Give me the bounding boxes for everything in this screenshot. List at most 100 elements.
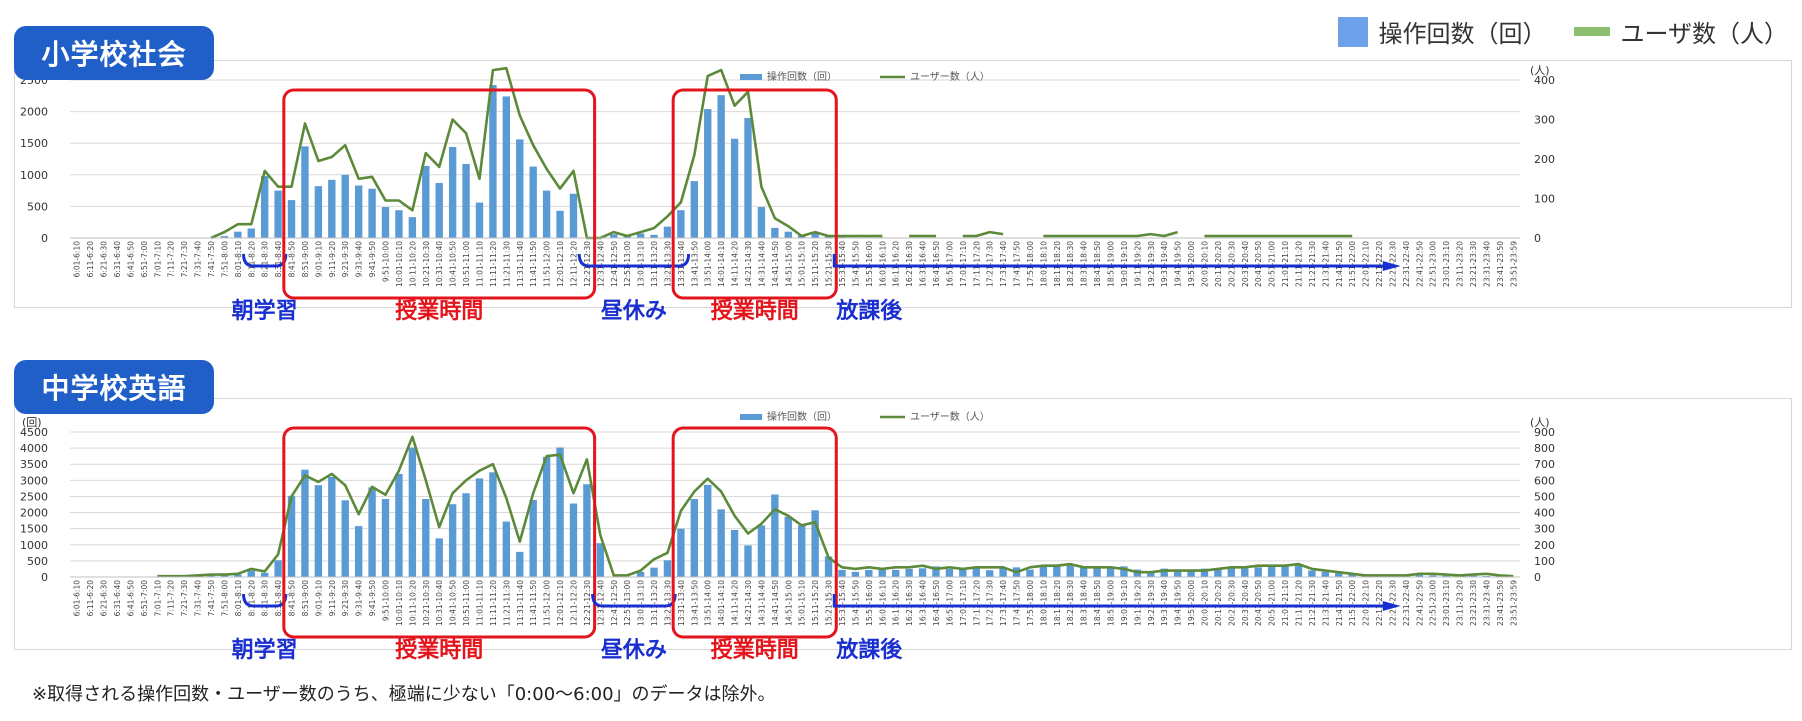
x-tick-label-elementary: 6:41-6:50 [126,241,135,278]
y-left-tick-elementary: 1500 [20,137,48,150]
bar-junior-high [1469,575,1477,577]
x-tick-label-junior-high: 19:21-19:30 [1147,580,1156,626]
bar-junior-high [1267,566,1276,577]
x-tick-label-junior-high: 12:21-12:30 [583,580,592,626]
x-tick-label-junior-high: 12:41-12:50 [610,580,619,626]
x-tick-label-junior-high: 15:21-15:30 [825,580,834,626]
bar-junior-high [448,504,457,577]
x-tick-label-elementary: 16:31-16:40 [919,241,928,287]
bar-junior-high [1079,566,1088,577]
bar-elementary [220,236,229,238]
segment-label-junior-high: 授業時間 [395,638,483,663]
inner-legend-swatch-ops-elementary [740,74,762,80]
x-tick-label-elementary: 15:51-16:00 [865,241,874,287]
x-tick-label-elementary: 20:01-20:10 [1200,241,1209,287]
bar-elementary [556,210,564,238]
x-tick-label-elementary: 23:11-23:20 [1456,241,1465,287]
bar-elementary [784,231,792,238]
x-tick-label-junior-high: 19:51-20:00 [1187,580,1196,626]
x-tick-label-elementary: 21:51-22:00 [1348,241,1357,287]
x-tick-label-elementary: 17:01-17:10 [959,241,968,287]
x-tick-label-junior-high: 11:01-11:10 [475,580,484,626]
x-tick-label-junior-high: 6:11-6:20 [86,580,95,617]
bar-elementary [771,227,779,238]
bar-junior-high [287,495,296,577]
x-tick-label-junior-high: 10:21-10:30 [422,580,431,626]
bar-junior-high [865,569,873,577]
bar-junior-high [556,447,564,577]
bar-junior-high [650,567,658,577]
x-tick-label-elementary: 7:11-7:20 [167,241,176,278]
x-tick-label-junior-high: 17:41-17:50 [1013,580,1022,626]
x-tick-label-elementary: 13:31-13:40 [677,241,686,287]
x-tick-label-elementary: 19:01-19:10 [1120,241,1129,287]
x-tick-label-junior-high: 10:01-10:10 [395,580,404,626]
x-tick-label-elementary: 10:51-11:00 [462,241,471,287]
x-tick-label-elementary: 15:41-15:50 [851,241,860,287]
segment-label-junior-high: 授業時間 [711,638,799,663]
x-tick-label-junior-high: 19:41-19:50 [1174,580,1183,626]
inner-legend-label-ops-junior-high: 操作回数（回） [767,410,837,423]
x-tick-label-elementary: 18:41-18:50 [1093,241,1102,287]
bar-junior-high [972,567,980,577]
bar-junior-high [220,575,229,577]
bar-junior-high [811,510,819,577]
bar-junior-high [1173,570,1182,577]
x-tick-label-junior-high: 11:11-11:20 [489,580,498,626]
x-tick-label-elementary: 19:11-19:20 [1133,241,1142,287]
bar-elementary [234,231,242,238]
x-tick-label-junior-high: 18:01-18:10 [1039,580,1048,626]
bar-junior-high [475,478,484,577]
x-tick-label-junior-high: 12:31-12:40 [596,580,605,626]
segment-bracket-junior-high [832,594,1387,608]
x-tick-label-elementary: 15:01-15:10 [798,241,807,287]
bar-elementary [838,236,846,238]
bar-junior-high [583,484,591,577]
x-tick-label-junior-high: 15:41-15:50 [851,580,860,626]
bar-junior-high [260,572,269,577]
x-tick-label-junior-high: 21:41-21:50 [1335,580,1344,626]
bar-elementary [301,146,309,238]
x-tick-label-junior-high: 22:51-23:00 [1429,580,1438,626]
x-tick-label-elementary: 6:51-7:00 [140,241,149,278]
x-tick-label-junior-high: 8:21-8:30 [261,580,270,617]
x-tick-label-junior-high: 23:31-23:40 [1482,580,1491,626]
x-tick-label-junior-high: 21:01-21:10 [1281,580,1290,626]
x-tick-label-junior-high: 11:51-12:00 [543,580,552,626]
segment-label-junior-high: 放課後 [835,637,903,663]
x-tick-label-elementary: 10:11-10:20 [408,241,417,287]
x-tick-label-junior-high: 7:41-7:50 [207,580,216,617]
bar-junior-high [892,569,900,577]
bar-junior-high [918,568,927,577]
x-tick-label-elementary: 19:21-19:30 [1147,241,1156,287]
segment-label-elementary: 授業時間 [395,299,483,324]
y-left-tick-elementary: 2000 [20,106,48,119]
bar-junior-high [207,575,215,577]
x-tick-label-elementary: 12:51-13:00 [623,241,632,287]
bar-junior-high [569,503,578,577]
x-tick-label-elementary: 21:01-21:10 [1281,241,1290,287]
figure-legend: 操作回数（回） ユーザ数（人） [1338,14,1788,49]
y-left-tick-elementary: 0 [41,232,48,245]
bar-junior-high [1160,568,1168,577]
y-left-tick-elementary: 500 [27,200,48,213]
bar-junior-high [502,521,511,577]
segment-bracket-elementary [832,254,1387,268]
x-tick-label-elementary: 20:31-20:40 [1241,241,1250,287]
x-tick-label-elementary: 9:51-10:00 [382,241,391,282]
x-tick-label-elementary: 7:51-8:00 [220,241,229,278]
bar-junior-high [462,493,470,577]
x-tick-label-elementary: 18:51-19:00 [1107,241,1116,287]
x-tick-label-junior-high: 19:01-19:10 [1120,580,1129,626]
y-right-tick-junior-high: 900 [1534,426,1555,439]
y-right-tick-junior-high: 0 [1534,571,1541,584]
x-tick-label-elementary: 20:21-20:30 [1227,241,1236,287]
bar-junior-high [368,487,376,577]
bar-elementary [462,164,470,238]
bar-elementary [287,200,296,238]
bar-elementary [757,207,766,238]
x-tick-label-junior-high: 14:01-14:10 [717,580,726,626]
y-right-tick-elementary: 400 [1534,74,1555,87]
bar-junior-high [704,484,712,577]
x-tick-label-junior-high: 11:21-11:30 [502,580,511,626]
